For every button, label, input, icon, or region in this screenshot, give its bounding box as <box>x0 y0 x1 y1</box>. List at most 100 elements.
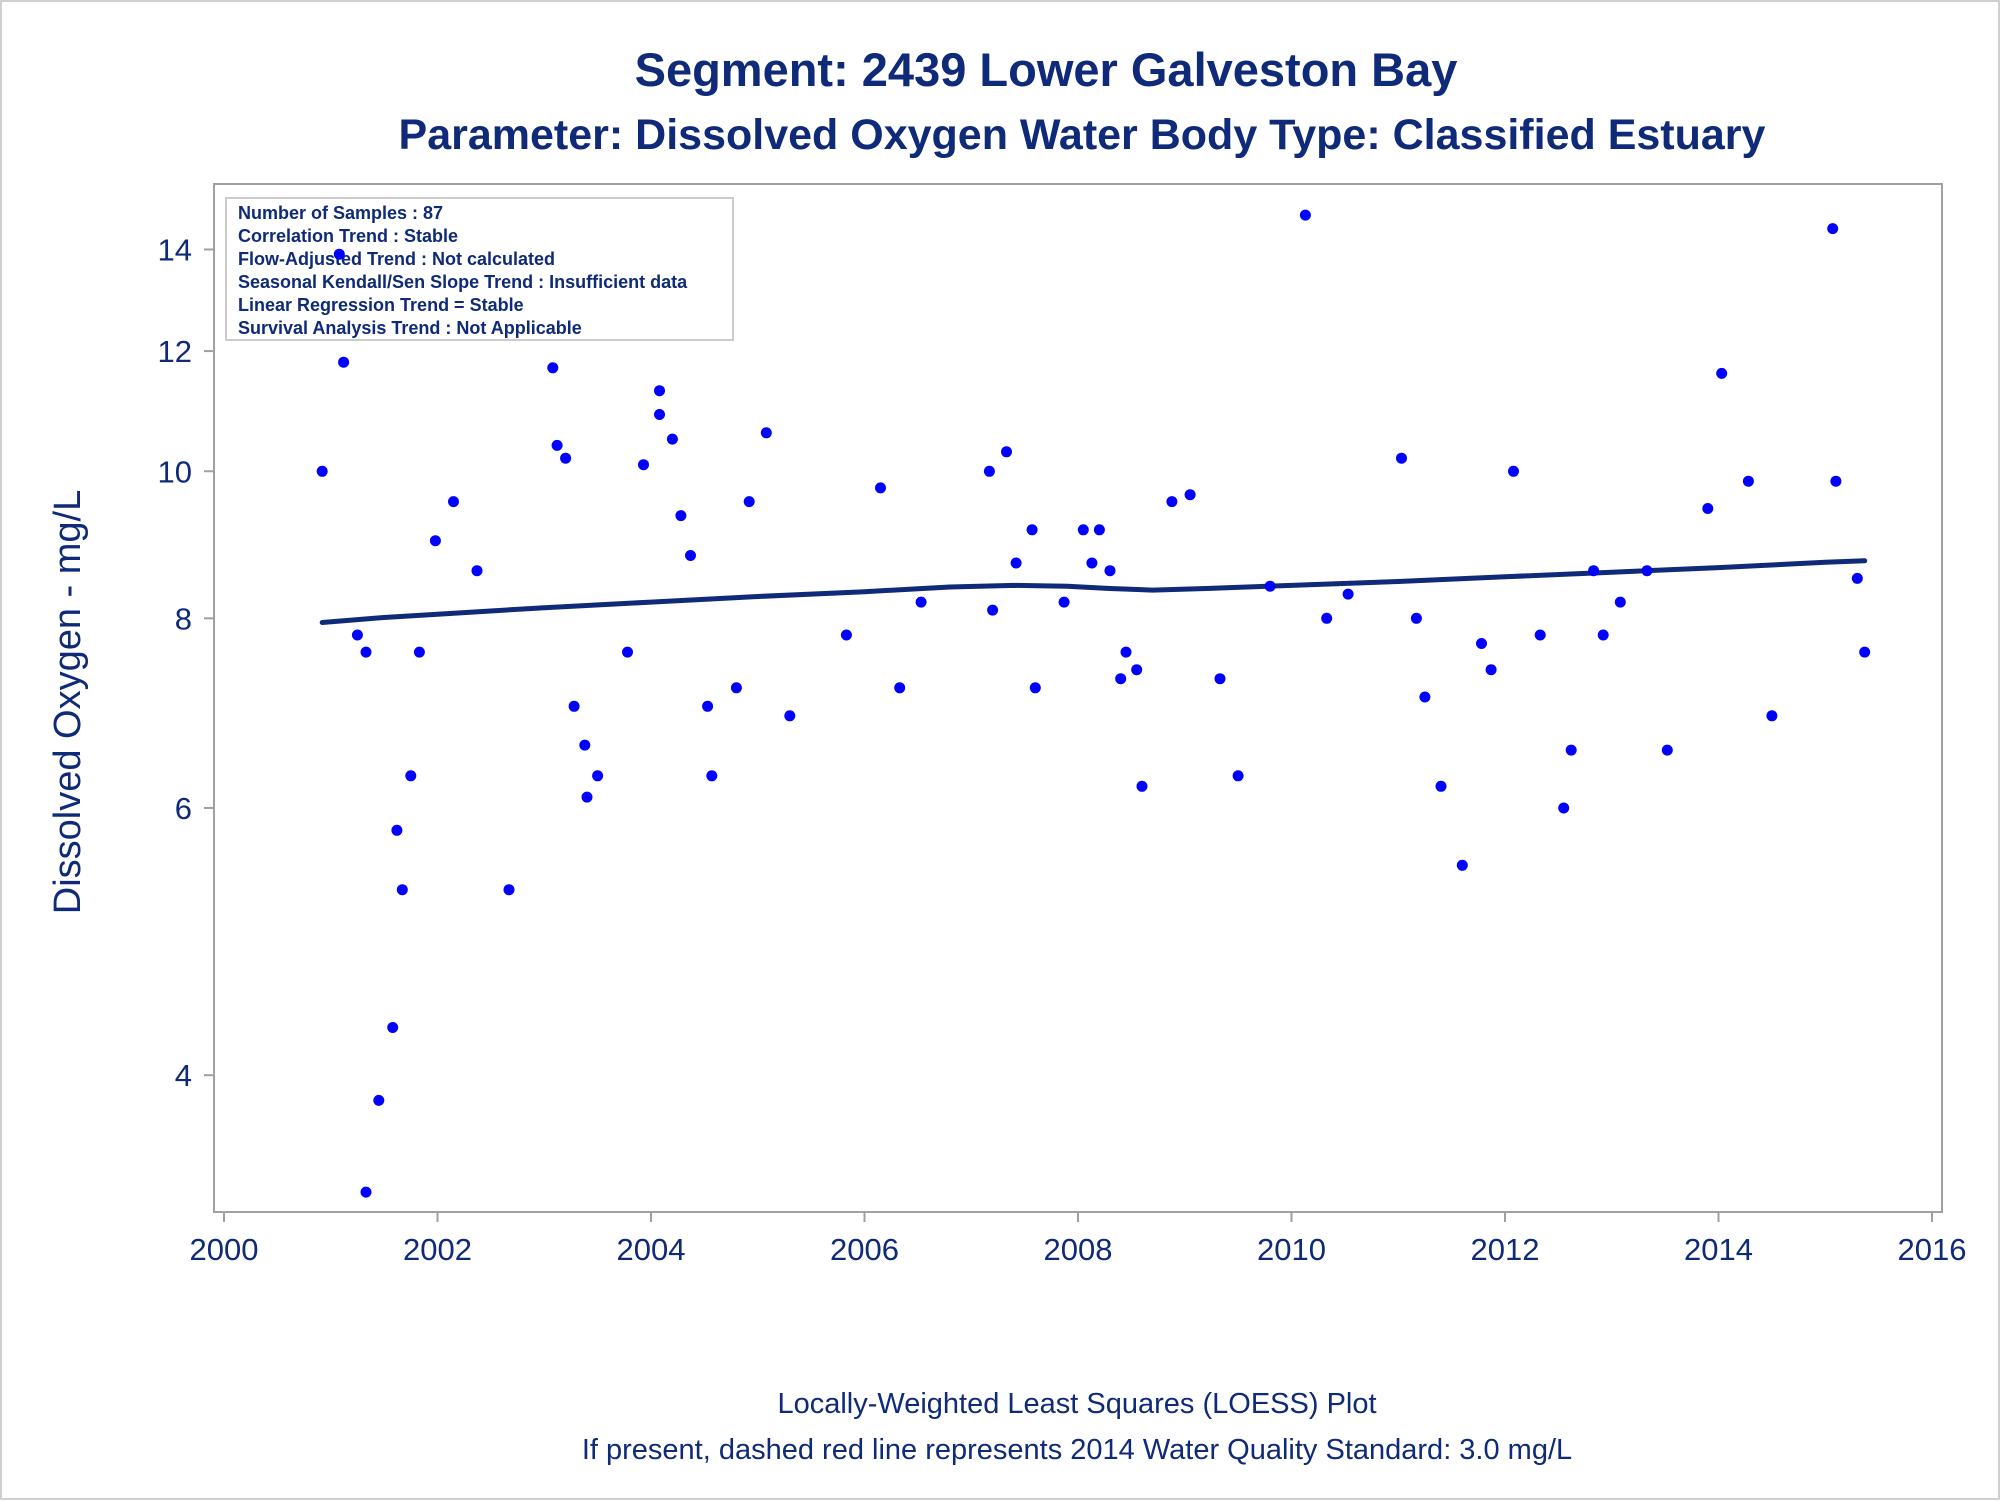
data-point <box>1321 612 1333 624</box>
data-point <box>1597 629 1609 641</box>
data-point <box>1565 744 1577 756</box>
stats-line-seasonal-kendall: Seasonal Kendall/Sen Slope Trend : Insuf… <box>238 272 688 292</box>
data-point <box>1534 629 1546 641</box>
data-point <box>373 1094 385 1106</box>
chart-subtitle: Parameter: Dissolved Oxygen Water Body T… <box>399 111 1766 159</box>
data-point <box>730 682 742 694</box>
y-axis: 4 6 8 10 12 14 <box>158 232 214 1093</box>
data-point <box>387 1022 399 1033</box>
x-tick-label: 2008 <box>1044 1232 1113 1267</box>
data-point <box>1419 691 1431 703</box>
chart-title: Segment: 2439 Lower Galveston Bay <box>635 43 1458 96</box>
stats-line-linear-regression: Linear Regression Trend = Stable <box>238 295 524 315</box>
data-point <box>894 682 906 694</box>
data-point <box>784 710 796 722</box>
data-point <box>706 770 718 782</box>
data-point <box>1614 596 1626 608</box>
data-point <box>1716 367 1728 379</box>
data-point <box>316 465 328 477</box>
data-point <box>1166 496 1178 508</box>
data-point <box>503 884 515 896</box>
data-point <box>333 248 345 260</box>
data-point <box>1010 557 1022 569</box>
data-point <box>1558 802 1570 814</box>
data-point <box>1184 489 1196 501</box>
y-tick-label: 10 <box>158 454 192 489</box>
data-point <box>391 824 403 836</box>
data-point <box>1827 223 1839 235</box>
data-point <box>1093 524 1105 536</box>
data-point <box>1742 475 1754 487</box>
plot-area <box>213 183 1943 1213</box>
data-point <box>560 452 572 464</box>
data-points-layer <box>316 209 1871 1198</box>
data-point <box>581 791 593 803</box>
data-point <box>1136 780 1148 792</box>
data-point <box>338 356 350 368</box>
footnote-loess: Locally-Weighted Least Squares (LOESS) P… <box>777 1388 1376 1420</box>
data-point <box>448 496 459 508</box>
footnote-standard: If present, dashed red line represents 2… <box>582 1434 1572 1466</box>
y-tick-label: 8 <box>175 601 192 636</box>
data-point <box>1830 475 1842 487</box>
data-point <box>1264 580 1276 592</box>
data-point <box>1456 859 1468 871</box>
data-point <box>471 565 483 577</box>
data-point <box>1485 664 1497 676</box>
data-point <box>1115 673 1127 685</box>
stats-box: Number of Samples : 87 Correlation Trend… <box>225 197 734 341</box>
x-tick-label: 2014 <box>1684 1232 1753 1267</box>
data-point <box>1859 646 1871 658</box>
data-point <box>413 646 425 658</box>
data-point <box>1661 744 1673 756</box>
data-point <box>1299 209 1311 221</box>
data-point <box>1104 565 1116 577</box>
data-point <box>1508 465 1519 477</box>
x-tick-label: 2000 <box>190 1232 259 1267</box>
data-point <box>1588 565 1600 577</box>
x-tick-label: 2010 <box>1257 1232 1326 1267</box>
data-point <box>666 433 678 445</box>
data-point <box>1342 588 1354 600</box>
data-point <box>405 770 417 782</box>
data-point <box>1702 503 1714 514</box>
data-point <box>1086 557 1098 569</box>
data-point <box>1476 638 1487 649</box>
stats-line-flow-adjusted: Flow-Adjusted Trend : Not calculated <box>238 249 555 269</box>
data-point <box>1396 452 1407 464</box>
data-point <box>1029 682 1041 694</box>
x-tick-label: 2006 <box>830 1232 899 1267</box>
y-axis-label: Dissolved Oxygen - mg/L <box>47 490 89 915</box>
data-point <box>622 646 633 658</box>
data-point <box>1214 673 1226 685</box>
data-point <box>760 427 772 439</box>
data-point <box>360 1186 372 1198</box>
y-tick-label: 6 <box>175 791 192 826</box>
data-point <box>654 409 665 420</box>
data-point <box>685 550 696 561</box>
x-axis: 2000 2002 2004 2006 2008 2010 2012 2014 2016 <box>190 1212 1966 1267</box>
data-point <box>592 770 604 782</box>
y-tick-label: 12 <box>158 334 192 369</box>
data-point <box>983 465 995 477</box>
data-point <box>654 385 665 397</box>
data-point <box>547 362 559 374</box>
data-point <box>702 700 714 712</box>
data-point <box>1435 780 1447 792</box>
stats-line-correlation: Correlation Trend : Stable <box>238 226 458 246</box>
stats-line-survival: Survival Analysis Trend : Not Applicable <box>238 318 582 338</box>
data-point <box>987 604 999 616</box>
stats-line-samples: Number of Samples : 87 <box>238 203 443 223</box>
y-tick-label: 4 <box>175 1058 192 1093</box>
data-point <box>551 439 563 451</box>
data-point <box>1131 664 1143 676</box>
x-tick-label: 2004 <box>617 1232 686 1267</box>
data-point <box>1232 770 1244 782</box>
data-point <box>360 646 372 658</box>
data-point <box>1851 572 1863 584</box>
data-point <box>579 739 591 751</box>
data-point <box>875 482 886 494</box>
data-point <box>1120 646 1132 658</box>
